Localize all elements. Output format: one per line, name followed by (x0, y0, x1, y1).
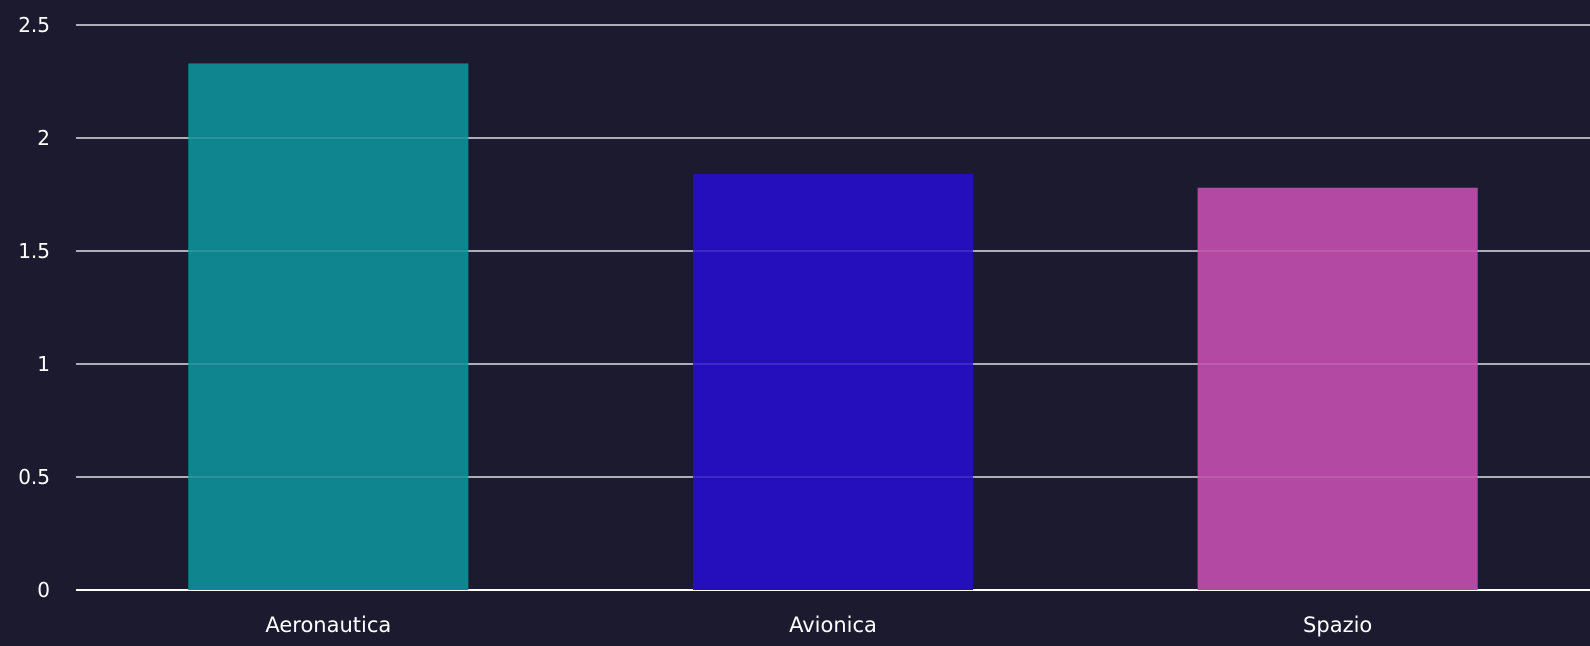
bars (188, 63, 1478, 591)
bar-aeronautica (188, 63, 469, 591)
x-axis-ticks: Aeronautica Avionica Spazio (265, 613, 1372, 637)
gridline-overlay (76, 24, 1590, 478)
y-tick-label: 0.5 (18, 465, 50, 489)
x-tick-label: Aeronautica (265, 613, 391, 637)
y-tick-label: 2 (37, 126, 50, 150)
x-tick-label: Avionica (789, 613, 877, 637)
y-tick-label: 0 (37, 578, 50, 602)
x-tick-label: Spazio (1303, 613, 1372, 637)
y-tick-label: 2.5 (18, 13, 50, 37)
y-axis-ticks: 0 0.5 1 1.5 2 2.5 (18, 13, 50, 602)
bar-avionica (692, 174, 974, 590)
y-tick-label: 1 (37, 352, 50, 376)
bar-spazio (1197, 187, 1478, 590)
y-tick-label: 1.5 (18, 239, 50, 263)
